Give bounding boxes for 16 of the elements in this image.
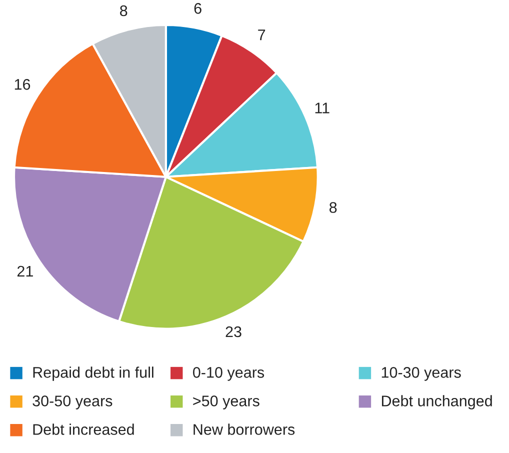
data-label: 11 <box>315 102 330 114</box>
data-label: 7 <box>258 30 266 40</box>
data-label: 6 <box>194 3 202 14</box>
legend-label: >50 years <box>193 396 260 410</box>
data-label: 16 <box>14 79 30 90</box>
legend-label: Repaid debt in full <box>33 366 154 381</box>
legend-label: Debt unchanged <box>382 395 492 410</box>
legend-label: New borrowers <box>194 424 295 435</box>
data-label: 23 <box>226 326 242 338</box>
legend-label: Debt increased <box>33 424 134 435</box>
legend-label: 30-50 years <box>32 396 112 410</box>
data-label: 8 <box>330 202 337 213</box>
data-label: 8 <box>120 5 128 16</box>
data-label: 21 <box>17 266 33 276</box>
legend-label: 10-30 years <box>382 367 461 381</box>
legend-label: 0-10 years <box>193 367 264 381</box>
